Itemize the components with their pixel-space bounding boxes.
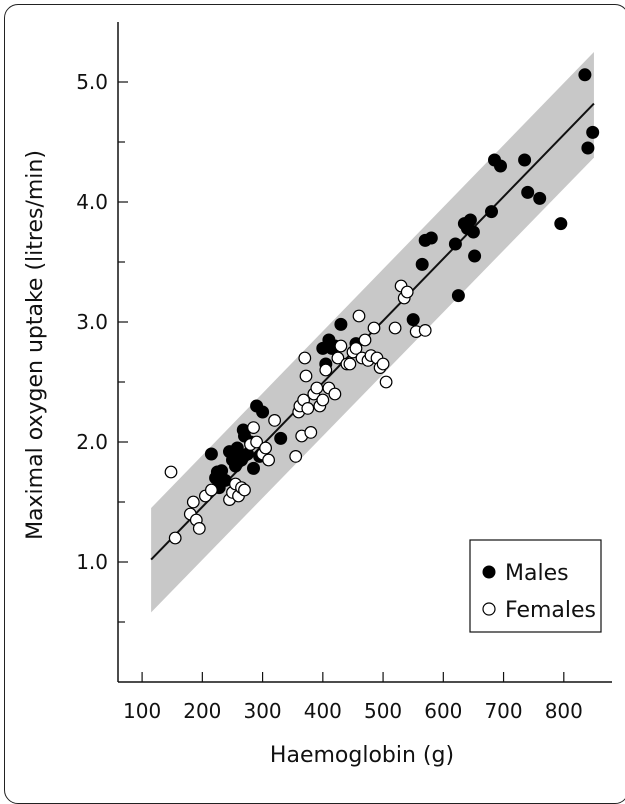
x-ticks: 100 200 300 400 500 600 700 800 <box>123 672 583 723</box>
y-axis-title: Maximal oxygen uptake (litres/min) <box>23 150 48 540</box>
legend-box <box>469 539 602 633</box>
female-data-point <box>310 381 324 395</box>
female-data-point <box>247 421 260 435</box>
male-data-point <box>463 213 477 227</box>
x-tick-label: 600 <box>424 699 462 723</box>
male-data-point <box>204 447 218 461</box>
female-data-point <box>301 402 315 415</box>
y-ticks: 1.0 2.0 3.0 4.0 5.0 <box>76 70 128 623</box>
female-data-point <box>358 333 372 347</box>
female-data-point <box>168 531 182 545</box>
female-data-point <box>316 393 330 407</box>
male-data-point <box>466 225 480 239</box>
female-data-point <box>250 435 264 449</box>
female-data-point <box>328 387 342 401</box>
male-data-point <box>521 185 535 199</box>
legend-label-females: Females <box>505 598 596 623</box>
female-data-point <box>418 324 432 337</box>
x-axis-title: Haemoglobin (g) <box>270 743 454 768</box>
y-tick-label: 4.0 <box>76 190 108 214</box>
legend-marker-females <box>482 602 496 616</box>
male-data-point <box>586 125 600 139</box>
female-data-point <box>400 285 414 299</box>
male-data-point <box>424 231 438 245</box>
male-data-point <box>581 141 595 155</box>
legend-label-males: Males <box>505 561 569 586</box>
x-tick-label: 400 <box>304 699 342 723</box>
x-tick-label: 500 <box>364 699 402 723</box>
female-data-point <box>204 483 218 497</box>
female-data-point <box>367 321 381 335</box>
female-data-point <box>343 357 357 371</box>
female-data-point <box>349 342 363 355</box>
female-data-point <box>334 339 348 353</box>
female-data-point <box>304 426 318 439</box>
male-data-point <box>533 191 547 205</box>
male-data-point <box>578 68 592 82</box>
male-data-point <box>485 205 498 219</box>
female-data-point <box>298 351 312 365</box>
male-data-point <box>334 317 348 331</box>
female-data-point <box>259 441 273 455</box>
male-data-point <box>554 217 568 231</box>
male-data-point <box>247 461 260 475</box>
y-tick-label: 2.0 <box>76 430 108 454</box>
female-data-point <box>164 465 178 479</box>
male-data-point <box>415 257 429 271</box>
female-data-point <box>331 351 345 365</box>
male-data-point <box>468 249 482 263</box>
female-data-point <box>352 309 366 323</box>
male-data-point <box>448 237 462 251</box>
female-data-point <box>388 321 402 335</box>
data-points <box>164 68 600 545</box>
female-data-point <box>376 357 390 371</box>
male-data-point <box>518 153 532 167</box>
male-data-point <box>451 289 465 303</box>
male-data-point <box>494 159 507 173</box>
female-data-point <box>238 483 251 497</box>
female-data-point <box>186 495 200 509</box>
y-tick-label: 3.0 <box>76 310 108 334</box>
y-tick-label: 1.0 <box>76 550 108 574</box>
legend: Males Females <box>469 539 602 633</box>
male-data-point <box>406 313 420 327</box>
male-data-point <box>256 405 270 419</box>
female-data-point <box>289 450 303 463</box>
x-tick-label: 200 <box>183 699 221 723</box>
y-tick-label: 5.0 <box>76 70 108 94</box>
x-tick-label: 100 <box>123 699 161 723</box>
female-data-point <box>379 375 393 389</box>
legend-marker-males <box>482 565 496 579</box>
female-data-point <box>268 414 282 427</box>
x-tick-label: 700 <box>484 699 522 723</box>
scatter-chart: 100 200 300 400 500 600 700 800 1.0 2.0 3.0 4.0 5.0… <box>23 22 612 768</box>
male-data-point <box>274 431 288 445</box>
x-tick-label: 300 <box>243 699 281 723</box>
female-data-point <box>299 369 313 383</box>
female-data-point <box>319 363 333 377</box>
female-data-point <box>262 453 276 467</box>
x-tick-label: 800 <box>545 699 583 723</box>
female-data-point <box>192 522 206 535</box>
